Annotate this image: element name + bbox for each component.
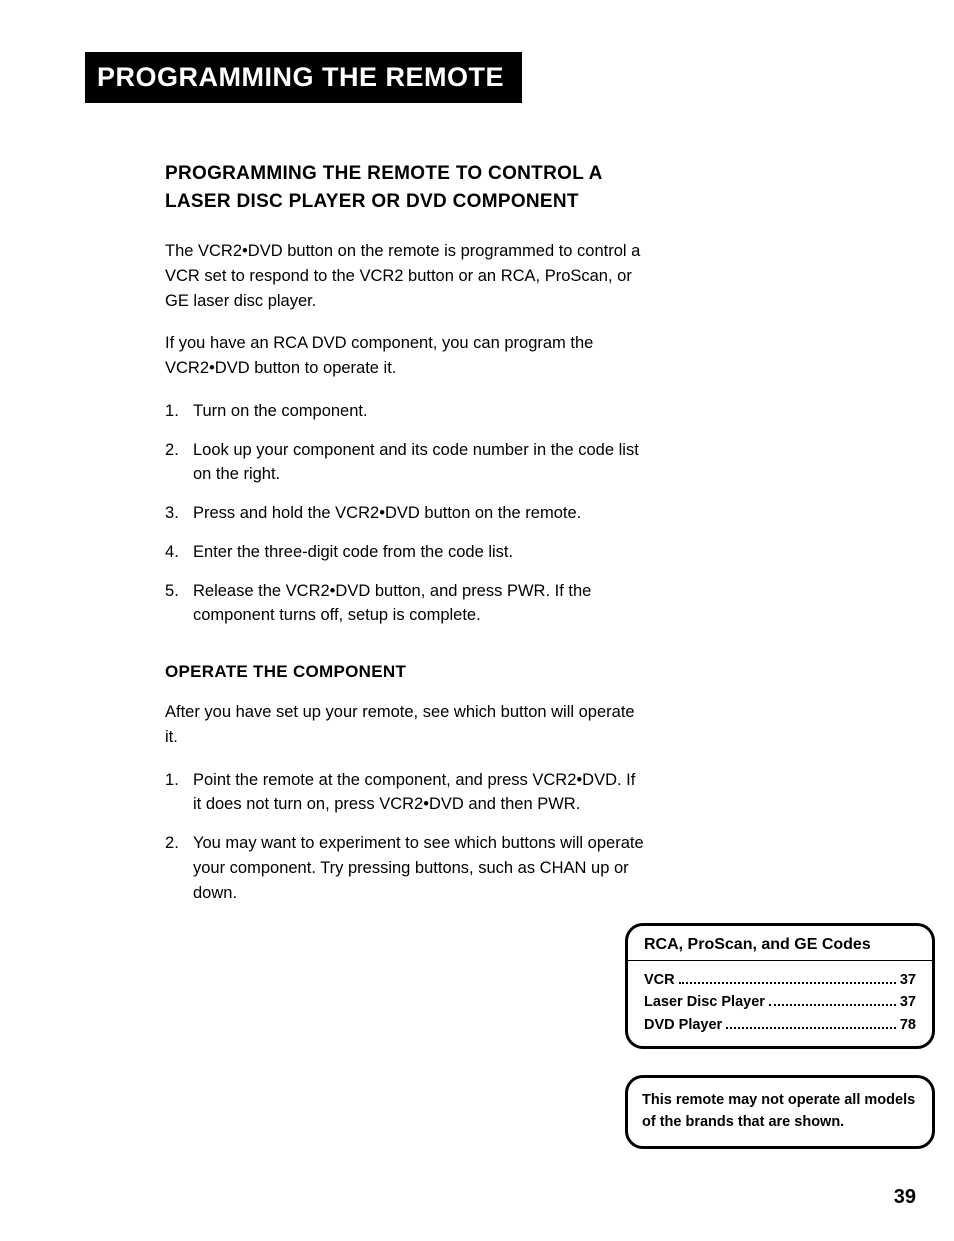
section-title: PROGRAMMING THE REMOTE TO CONTROL A LASE…	[165, 160, 645, 215]
main-content: PROGRAMMING THE REMOTE TO CONTROL A LASE…	[165, 160, 645, 919]
codes-box: RCA, ProScan, and GE Codes VCR 37 Laser …	[625, 923, 935, 1049]
codes-divider	[628, 960, 932, 961]
code-dots	[679, 971, 896, 984]
page-header: PROGRAMMING THE REMOTE	[85, 52, 522, 103]
code-value: 37	[900, 969, 916, 991]
step-item: Release the VCR2•DVD button, and press P…	[165, 579, 645, 629]
code-dots	[726, 1016, 896, 1029]
step-item: Point the remote at the component, and p…	[165, 768, 645, 818]
subheading: OPERATE THE COMPONENT	[165, 662, 645, 682]
code-value: 37	[900, 991, 916, 1013]
step-item: Enter the three-digit code from the code…	[165, 540, 645, 565]
intro-paragraph-1: The VCR2•DVD button on the remote is pro…	[165, 239, 645, 313]
code-label: DVD Player	[644, 1014, 722, 1036]
step-item: Turn on the component.	[165, 399, 645, 424]
code-dots	[769, 993, 896, 1006]
code-label: Laser Disc Player	[644, 991, 765, 1013]
operate-paragraph: After you have set up your remote, see w…	[165, 700, 645, 750]
programming-steps: Turn on the component. Look up your comp…	[165, 399, 645, 628]
step-item: You may want to experiment to see which …	[165, 831, 645, 905]
page-number: 39	[894, 1186, 916, 1209]
codes-box-title: RCA, ProScan, and GE Codes	[644, 936, 916, 954]
code-row: DVD Player 78	[644, 1014, 916, 1036]
code-value: 78	[900, 1014, 916, 1036]
code-row: VCR 37	[644, 969, 916, 991]
step-item: Look up your component and its code numb…	[165, 438, 645, 488]
operate-steps: Point the remote at the component, and p…	[165, 768, 645, 906]
note-box: This remote may not operate all models o…	[625, 1075, 935, 1149]
step-item: Press and hold the VCR2•DVD button on th…	[165, 501, 645, 526]
code-row: Laser Disc Player 37	[644, 991, 916, 1013]
code-label: VCR	[644, 969, 675, 991]
intro-paragraph-2: If you have an RCA DVD component, you ca…	[165, 331, 645, 381]
